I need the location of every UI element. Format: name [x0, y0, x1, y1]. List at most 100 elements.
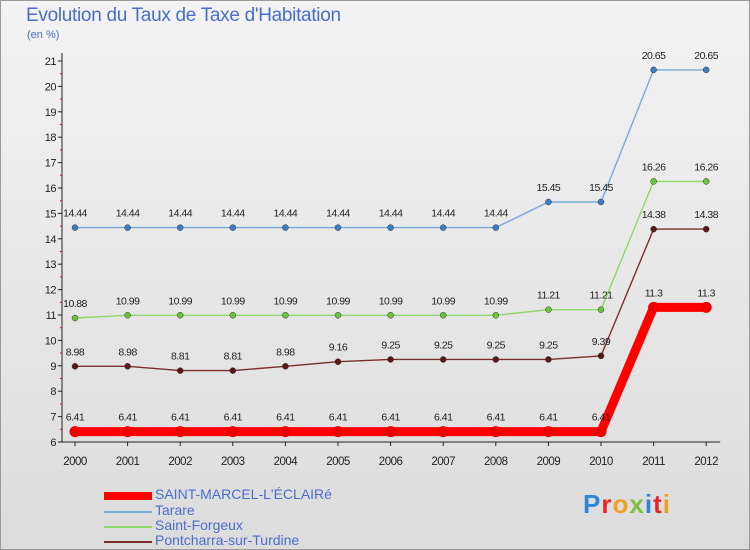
data-point — [279, 426, 291, 438]
x-tick-label: 2011 — [642, 456, 665, 468]
data-point — [702, 66, 710, 74]
data-point — [702, 225, 710, 233]
logo-letter: i — [644, 489, 654, 519]
data-label: 6.41 — [592, 412, 611, 424]
data-point — [597, 352, 605, 360]
data-point — [700, 301, 712, 313]
data-label: 6.41 — [118, 412, 137, 424]
data-point — [174, 426, 186, 438]
data-point — [490, 426, 502, 438]
data-point — [332, 426, 344, 438]
data-label: 10.99 — [326, 295, 350, 307]
x-tick-label: 2003 — [221, 456, 245, 468]
series-lines — [70, 69, 711, 437]
series-points — [69, 66, 712, 438]
data-point — [71, 314, 79, 322]
data-point — [227, 426, 239, 438]
legend-label: Tarare — [155, 502, 195, 518]
data-labels: 14.44 14.44 14.44 14.44 14.44 14.44 14.44 14.44… — [63, 50, 719, 424]
data-label: 6.41 — [329, 412, 348, 424]
data-label: 11.3 — [697, 287, 715, 299]
chart-axes: 6 7 8 9 10 11 12 13 14 15 16 17 18 19 20 21 2000 2001 2002… — [45, 53, 721, 468]
y-tick-label: 6 — [50, 437, 56, 449]
proxiti-logo: Proxiti — [583, 489, 671, 520]
data-label: 14.38 — [694, 209, 718, 221]
data-label: 14.44 — [326, 208, 350, 220]
data-point — [545, 356, 552, 363]
data-label: 6.41 — [66, 412, 85, 424]
data-point — [545, 198, 552, 206]
data-point — [229, 312, 237, 319]
data-point — [650, 225, 657, 233]
data-label: 20.65 — [642, 50, 666, 62]
data-label: 6.41 — [381, 412, 400, 424]
data-point — [122, 426, 134, 438]
data-label: 14.44 — [63, 208, 87, 220]
data-label: 14.44 — [221, 208, 245, 220]
legend-swatch — [104, 541, 152, 543]
legend-swatch — [104, 511, 152, 513]
y-tick-label: 20 — [45, 81, 57, 93]
y-tick-label: 19 — [45, 107, 57, 119]
data-point — [702, 178, 710, 185]
data-point — [282, 363, 289, 370]
data-point — [439, 356, 447, 363]
data-label: 14.44 — [379, 208, 403, 220]
data-label: 14.44 — [431, 208, 455, 220]
data-point — [387, 356, 394, 363]
data-point — [176, 367, 184, 374]
data-label: 8.81 — [224, 351, 243, 363]
y-tick-label: 13 — [45, 259, 57, 271]
data-point — [439, 312, 447, 319]
logo-letter: P — [583, 489, 602, 519]
data-label: 14.44 — [484, 208, 508, 220]
data-label: 9.25 — [434, 339, 453, 351]
data-point — [124, 363, 131, 370]
data-point — [650, 178, 657, 185]
legend-label: Saint-Forgeux — [155, 517, 243, 533]
series-line — [74, 69, 707, 229]
logo-letter: t — [653, 489, 663, 519]
data-label: 11.21 — [590, 290, 614, 302]
logo-letter: o — [612, 489, 630, 519]
data-label: 10.99 — [484, 295, 508, 307]
logo-letter: x — [629, 489, 645, 519]
x-tick-label: 2000 — [63, 456, 87, 468]
y-tick-label: 21 — [45, 56, 57, 68]
y-tick-label: 11 — [46, 310, 57, 322]
data-label: 10.88 — [63, 298, 87, 310]
data-label: 6.41 — [224, 412, 243, 424]
data-label: 6.41 — [276, 412, 295, 424]
data-label: 14.44 — [274, 208, 298, 220]
x-tick-label: 2010 — [589, 456, 613, 468]
data-point — [176, 224, 184, 231]
data-point — [439, 224, 447, 231]
y-tick-label: 8 — [50, 386, 56, 398]
data-label: 9.25 — [381, 339, 400, 351]
x-tick-label: 2009 — [537, 456, 561, 468]
data-point — [650, 66, 657, 74]
legend-label: SAINT-MARCEL-L'ÉCLAIRé — [155, 486, 332, 502]
chart-subtitle: (en %) — [27, 29, 60, 41]
data-point — [542, 426, 554, 438]
data-label: 14.38 — [642, 209, 666, 221]
data-point — [69, 426, 81, 438]
data-label: 15.45 — [537, 182, 561, 194]
y-tick-label: 9 — [50, 361, 56, 373]
y-tick-label: 15 — [45, 208, 57, 220]
x-tick-label: 2002 — [168, 456, 192, 468]
data-label: 11.21 — [537, 290, 561, 302]
data-label: 6.41 — [539, 412, 558, 424]
x-tick-label: 2006 — [379, 456, 403, 468]
y-tick-label: 17 — [45, 158, 57, 170]
legend-label: Pontcharra-sur-Turdine — [155, 532, 300, 548]
data-point — [492, 224, 500, 231]
data-label: 10.99 — [168, 295, 192, 307]
legend-swatch — [104, 526, 152, 528]
data-label: 8.98 — [66, 346, 85, 358]
data-point — [387, 224, 394, 231]
data-point — [124, 312, 131, 319]
data-point — [387, 312, 394, 319]
